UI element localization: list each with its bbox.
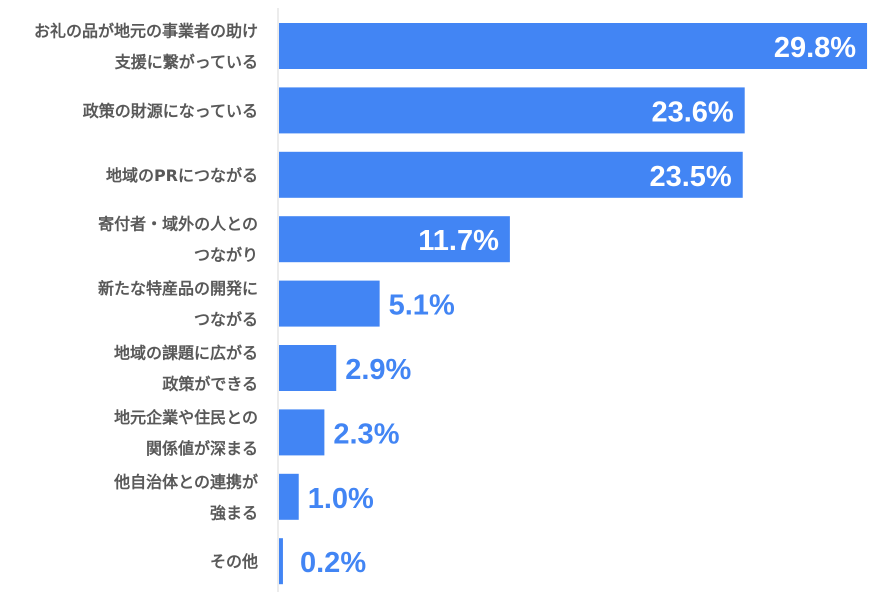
- category-label: 関係値が深まる: [146, 439, 258, 458]
- data-label: 29.8%: [774, 32, 856, 64]
- bar: [279, 216, 510, 263]
- category-label: その他: [210, 552, 258, 571]
- bar: [279, 280, 380, 327]
- category-label: 政策の財源になっている: [83, 101, 258, 120]
- data-label: 2.9%: [345, 354, 411, 386]
- category-label: お礼の品が地元の事業者の助け: [34, 22, 258, 41]
- bar: [279, 87, 745, 134]
- bar: [279, 538, 283, 585]
- bar: [279, 473, 299, 520]
- category-label: 支援に繋がっている: [114, 53, 258, 72]
- data-label: 11.7%: [418, 225, 499, 257]
- bar: [279, 23, 868, 69]
- bar: [279, 151, 743, 198]
- category-label: 他自治体との連携が: [113, 472, 258, 491]
- category-label: 政策ができる: [162, 375, 258, 394]
- category-label: 地域のPRにつながる: [106, 166, 258, 185]
- bar: [279, 345, 337, 391]
- data-label: 2.3%: [333, 418, 399, 450]
- category-label: 強まる: [210, 503, 258, 522]
- category-label: 新たな特産品の開発に: [98, 279, 258, 298]
- data-label: 23.5%: [649, 161, 731, 193]
- data-label: 0.2%: [300, 547, 366, 579]
- category-label: つながり: [194, 246, 258, 265]
- data-label: 1.0%: [308, 483, 374, 515]
- category-label: 地域の課題に広がる: [114, 344, 258, 363]
- data-label: 5.1%: [389, 290, 455, 322]
- category-label: つながる: [194, 310, 258, 329]
- category-label: 寄付者・域外の人との: [98, 215, 258, 234]
- data-label: 23.6%: [651, 96, 733, 128]
- category-label: 地元企業や住民との: [114, 408, 258, 427]
- bar: [279, 409, 325, 456]
